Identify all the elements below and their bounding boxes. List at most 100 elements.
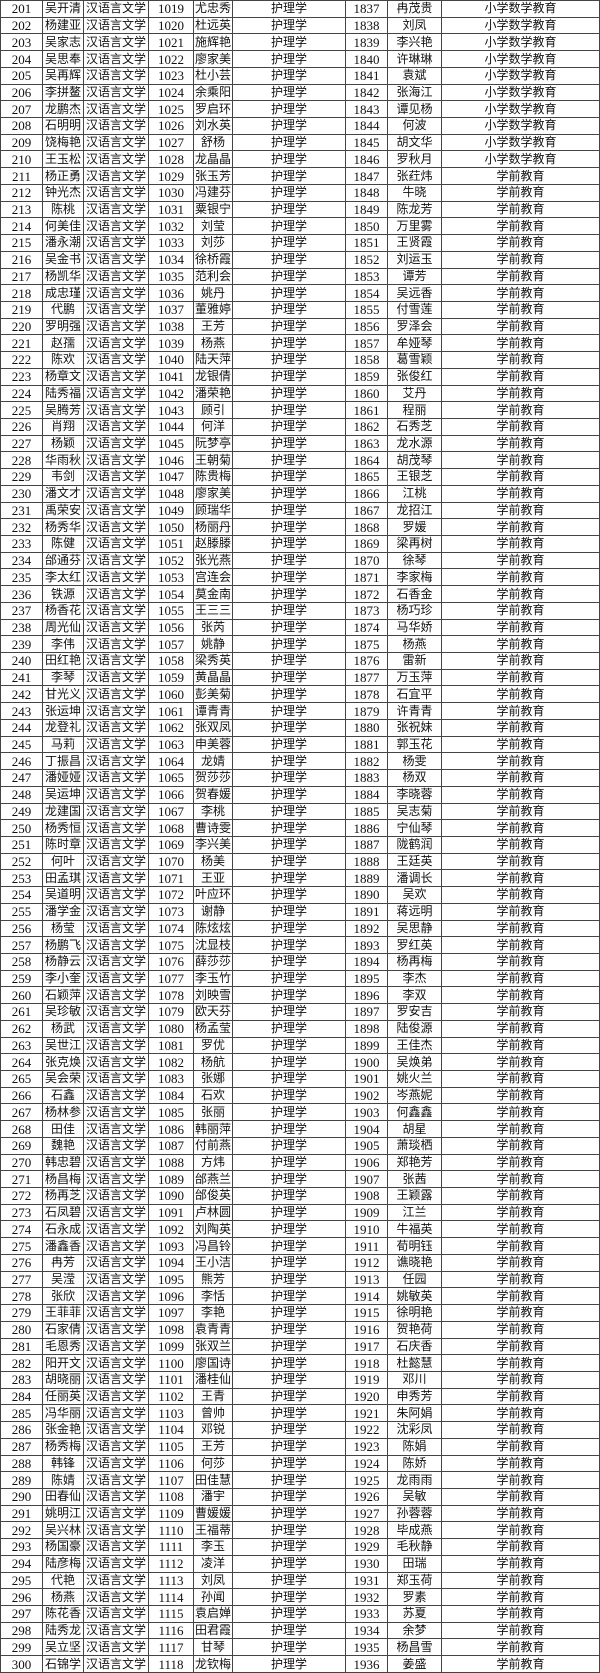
- cell-major: 学前教育: [441, 284, 600, 302]
- table-row: 237 杨香花 汉语言文学 1055 王三三 护理学 1873 杨巧珍 学前教育: [0, 601, 600, 620]
- cell-name: 谭芳: [387, 267, 442, 286]
- cell-major: 护理学: [232, 334, 346, 353]
- cell-seq-number: 1897: [345, 1003, 388, 1021]
- cell-name: 王亚: [193, 869, 233, 888]
- cell-major: 护理学: [232, 1404, 346, 1423]
- cell-seq-number: 1090: [148, 1187, 194, 1205]
- cell-name: 吴道明: [42, 886, 84, 904]
- cell-major: 学前教育: [441, 234, 600, 252]
- cell-name: 韩丽萍: [193, 1120, 233, 1138]
- cell-seq-number: 213: [0, 200, 43, 219]
- cell-name: 魏艳: [42, 1136, 84, 1155]
- cell-seq-number: 1903: [345, 1103, 388, 1122]
- cell-seq-number: 1914: [345, 1287, 388, 1306]
- cell-seq-number: 1892: [345, 919, 388, 938]
- cell-name: 张玉芳: [193, 167, 233, 185]
- cell-name: 艾丹: [387, 384, 442, 403]
- cell-seq-number: 1033: [148, 234, 194, 252]
- table-row: 277 吴滢 汉语言文学 1095 熊芳 护理学 1913 任园 学前教育: [0, 1270, 600, 1289]
- cell-name: 代艳: [42, 1571, 84, 1590]
- table-row: 242 甘光义 汉语言文学 1060 彭美菊 护理学 1878 石宜平 学前教育: [0, 685, 600, 704]
- cell-name: 李玉竹: [193, 969, 233, 988]
- cell-major: 学前教育: [441, 635, 600, 654]
- table-row: 296 杨燕 汉语言文学 1114 孙闻 护理学 1932 罗素 学前教育: [0, 1588, 600, 1606]
- cell-seq-number: 297: [0, 1605, 43, 1623]
- cell-seq-number: 225: [0, 401, 43, 419]
- cell-name: 铁源: [42, 585, 84, 603]
- cell-major: 护理学: [232, 902, 346, 921]
- cell-name: 田君霞: [193, 1621, 233, 1640]
- table-row: 282 阳开文 汉语言文学 1100 廖国诗 护理学 1918 杜懿慧 学前教育: [0, 1354, 600, 1372]
- cell-seq-number: 1889: [345, 869, 388, 888]
- cell-seq-number: 1888: [345, 852, 388, 871]
- cell-name: 姜盛: [387, 1655, 442, 1673]
- cell-seq-number: 1916: [345, 1320, 388, 1339]
- cell-seq-number: 1056: [148, 618, 194, 637]
- cell-major: 学前教育: [441, 1437, 600, 1456]
- table-row: 244 龙登礼 汉语言文学 1062 张双凤 护理学 1880 张祝妹 学前教育: [0, 718, 600, 737]
- cell-major: 汉语言文学: [83, 1070, 149, 1088]
- table-row: 243 张运坤 汉语言文学 1061 谭青青 护理学 1879 许青青 学前教育: [0, 702, 600, 720]
- cell-name: 石鑫: [42, 1086, 84, 1105]
- cell-name: 王三三: [193, 601, 233, 620]
- cell-major: 护理学: [232, 1003, 346, 1021]
- cell-major: 学前教育: [441, 769, 600, 787]
- cell-major: 护理学: [232, 1019, 346, 1038]
- cell-name: 岑燕妮: [387, 1086, 442, 1105]
- cell-name: 杨美: [193, 852, 233, 871]
- cell-name: 罗明强: [42, 317, 84, 336]
- cell-name: 廖家美: [193, 50, 233, 68]
- cell-seq-number: 1883: [345, 769, 388, 787]
- cell-major: 护理学: [232, 1538, 346, 1556]
- cell-name: 吴滢: [42, 1270, 84, 1289]
- cell-seq-number: 291: [0, 1504, 43, 1523]
- cell-major: 护理学: [232, 652, 346, 670]
- cell-major: 学前教育: [441, 535, 600, 553]
- cell-name: 陈娇: [387, 1454, 442, 1473]
- cell-major: 汉语言文学: [83, 200, 149, 219]
- cell-seq-number: 1900: [345, 1053, 388, 1071]
- cell-seq-number: 257: [0, 936, 43, 954]
- cell-major: 汉语言文学: [83, 1337, 149, 1356]
- cell-major: 汉语言文学: [83, 1153, 149, 1172]
- cell-seq-number: 1838: [345, 16, 388, 35]
- cell-seq-number: 1117: [148, 1638, 194, 1657]
- cell-major: 护理学: [232, 1120, 346, 1138]
- cell-name: 杨再梅: [387, 952, 442, 971]
- cell-major: 护理学: [232, 451, 346, 470]
- cell-seq-number: 1053: [148, 568, 194, 587]
- cell-seq-number: 1110: [148, 1521, 194, 1540]
- cell-major: 学前教育: [441, 936, 600, 954]
- cell-major: 护理学: [232, 1554, 346, 1573]
- cell-major: 汉语言文学: [83, 986, 149, 1005]
- cell-major: 小学数学教育: [441, 33, 600, 52]
- cell-major: 学前教育: [441, 785, 600, 804]
- cell-name: 李琴: [42, 668, 84, 687]
- cell-name: 姚静: [193, 635, 233, 654]
- cell-major: 小学数学教育: [441, 100, 600, 119]
- cell-major: 汉语言文学: [83, 1287, 149, 1306]
- cell-name: 龙水源: [387, 434, 442, 453]
- cell-name: 王芳: [193, 1437, 233, 1456]
- cell-major: 学前教育: [441, 1605, 600, 1623]
- cell-name: 贺艳荷: [387, 1320, 442, 1339]
- cell-name: 方炜: [193, 1153, 233, 1172]
- cell-seq-number: 1094: [148, 1253, 194, 1272]
- table-row: 209 饶梅艳 汉语言文学 1027 舒杨 护理学 1845 胡文华 小学数学教育: [0, 133, 600, 152]
- cell-seq-number: 1028: [148, 150, 194, 169]
- cell-name: 杨颖: [42, 434, 84, 453]
- cell-major: 小学数学教育: [441, 66, 600, 85]
- cell-seq-number: 1917: [345, 1337, 388, 1356]
- cell-seq-number: 204: [0, 50, 43, 68]
- table-row: 231 禹荣安 汉语言文学 1049 顾瑞华 护理学 1867 龙招江 学前教育: [0, 501, 600, 520]
- cell-major: 汉语言文学: [83, 785, 149, 804]
- cell-major: 护理学: [232, 752, 346, 771]
- cell-name: 代鹏: [42, 300, 84, 319]
- cell-name: 陈婧: [42, 1471, 84, 1489]
- cell-major: 汉语言文学: [83, 83, 149, 102]
- cell-name: 张海江: [387, 83, 442, 102]
- table-row: 212 钟光杰 汉语言文学 1030 冯建芬 护理学 1848 牛晓 学前教育: [0, 183, 600, 202]
- table-row: 300 石锦学 汉语言文学 1118 龙钦梅 护理学 1936 姜盛 学前教育: [0, 1655, 600, 1673]
- cell-major: 汉语言文学: [83, 668, 149, 687]
- cell-seq-number: 1898: [345, 1019, 388, 1038]
